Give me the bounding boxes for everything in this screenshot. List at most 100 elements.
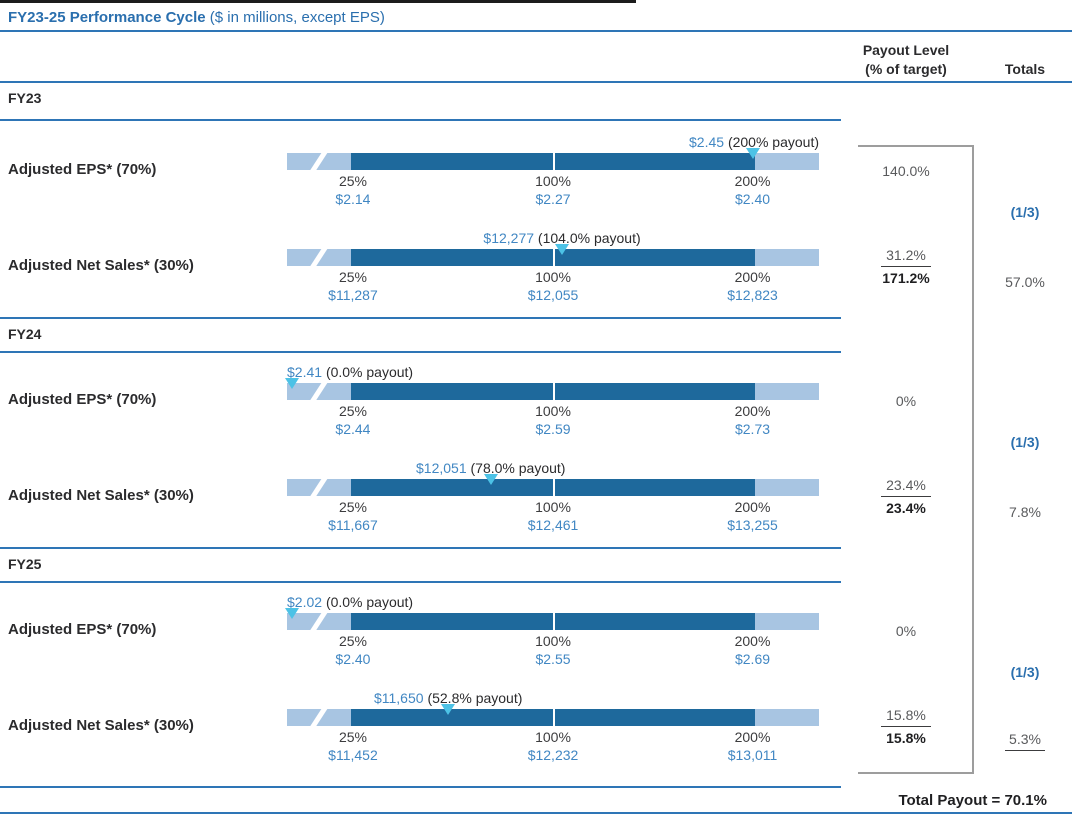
- tick-25-value: $2.44: [335, 421, 371, 437]
- result-label: $12,051 (78.0% payout): [416, 460, 565, 476]
- section-header-fy23: FY23: [8, 90, 42, 106]
- tick-percent-labels: 25% 100% 200%: [287, 403, 819, 420]
- result-note: (200% payout): [727, 134, 819, 150]
- above-max-segment: [755, 249, 819, 266]
- row-label-fy23-eps: Adjusted EPS* (70%): [8, 161, 157, 178]
- result-marker-icon: [483, 474, 498, 485]
- result-marker-icon: [745, 148, 760, 159]
- tick-value-labels: $11,452 $12,232 $13,011: [287, 747, 819, 764]
- tick-value-labels: $2.40 $2.55 $2.69: [287, 651, 819, 668]
- title-rule: [0, 30, 1072, 32]
- payout-sales-value: 23.4%: [881, 477, 931, 497]
- tick-200-label: 200%: [734, 499, 771, 515]
- tick-200-label: 200%: [734, 269, 771, 285]
- result-note: (0.0% payout): [325, 594, 414, 610]
- threshold-to-max-segment: [350, 613, 756, 630]
- payout-scale-bar: [287, 383, 819, 400]
- tick-25-label: 25%: [338, 173, 367, 189]
- tick-percent-labels: 25% 100% 200%: [287, 499, 819, 516]
- metric-row-fy25-eps: $2.02 (0.0% payout) 25% 100% 200% $2.40 …: [284, 594, 819, 670]
- payout-scale-bar: [287, 249, 819, 266]
- below-threshold-segment: [287, 613, 351, 630]
- tick-25-label: 25%: [338, 729, 367, 745]
- tick-200-value: $2.40: [734, 191, 771, 207]
- row-label-fy25-sales: Adjusted Net Sales* (30%): [8, 717, 194, 734]
- tick-200-label: 200%: [734, 729, 771, 745]
- tick-200-label: 200%: [734, 633, 771, 649]
- result-label: $2.45 (200% payout): [689, 134, 819, 150]
- target-tick: [553, 249, 555, 266]
- tick-200-label: 200%: [734, 403, 771, 419]
- total-fy25: 5.3%: [975, 731, 1072, 751]
- result-note: (0.0% payout): [325, 364, 414, 380]
- totals-bracket: [858, 145, 974, 774]
- metric-row-fy24-sales: $12,051 (78.0% payout) 25% 100% 200% $11…: [287, 460, 819, 536]
- total-payout-label: Total Payout = 70.1%: [898, 792, 1047, 809]
- result-value: $2.02: [287, 594, 323, 610]
- tick-100-value: $2.27: [535, 191, 571, 207]
- tick-25-label: 25%: [338, 269, 367, 285]
- row-label-fy24-eps: Adjusted EPS* (70%): [8, 391, 157, 408]
- below-threshold-segment: [287, 709, 351, 726]
- row-label-fy23-sales: Adjusted Net Sales* (30%): [8, 257, 194, 274]
- result-value: $2.45: [689, 134, 725, 150]
- above-max-segment: [755, 479, 819, 496]
- section-header-fy25: FY25: [8, 556, 42, 572]
- column-header-payout-level: Payout Level (% of target): [850, 41, 962, 79]
- result-note: (78.0% payout): [470, 460, 566, 476]
- fy25-divider-bottom: [0, 581, 841, 583]
- result-note: (104.0% payout): [537, 230, 641, 246]
- result-label: $12,277 (104.0% payout): [483, 230, 640, 246]
- result-marker-icon: [284, 378, 299, 389]
- tick-200-value: $2.69: [734, 651, 771, 667]
- tick-200-value: $2.73: [734, 421, 771, 437]
- below-threshold-segment: [287, 249, 351, 266]
- tick-100-value: $2.59: [535, 421, 571, 437]
- threshold-to-max-segment: [350, 153, 756, 170]
- tick-25-value: $2.40: [335, 651, 371, 667]
- target-tick: [553, 479, 555, 496]
- payout-fy25-eps: 0%: [895, 623, 917, 639]
- result-value: $2.41: [287, 364, 323, 380]
- payout-fy24-sales: 23.4% 23.4%: [850, 477, 962, 516]
- below-threshold-segment: [287, 153, 351, 170]
- top-border-line: [0, 0, 636, 3]
- payout-fy24-eps: 0%: [895, 393, 917, 409]
- total-fy24: 7.8%: [1009, 504, 1041, 520]
- metric-row-fy23-sales: $12,277 (104.0% payout) 25% 100% 200% $1…: [287, 230, 819, 306]
- result-value: $12,051: [416, 460, 467, 476]
- above-max-segment: [755, 383, 819, 400]
- title-subtitle: ($ in millions, except EPS): [209, 9, 385, 26]
- fraction-fy24: (1/3): [1010, 434, 1040, 450]
- tick-200-value: $13,255: [727, 517, 778, 533]
- target-tick: [553, 709, 555, 726]
- payout-year-sum: 23.4%: [886, 500, 926, 516]
- tick-percent-labels: 25% 100% 200%: [287, 729, 819, 746]
- tick-percent-labels: 25% 100% 200%: [287, 633, 819, 650]
- payout-fy25-sales: 15.8% 15.8%: [850, 707, 962, 746]
- payout-scale-bar: [287, 153, 819, 170]
- axis-break-slash: [308, 383, 329, 400]
- row-label-fy25-eps: Adjusted EPS* (70%): [8, 621, 157, 638]
- result-value: $12,277: [483, 230, 535, 246]
- tick-value-labels: $2.14 $2.27 $2.40: [287, 191, 819, 208]
- tick-25-value: $2.14: [335, 191, 371, 207]
- target-tick: [553, 613, 555, 630]
- total-fy23: 57.0%: [1005, 274, 1045, 290]
- result-value: $11,650: [373, 690, 424, 706]
- payout-sales-value: 31.2%: [881, 247, 931, 267]
- above-max-segment: [755, 709, 819, 726]
- result-label: $2.02 (0.0% payout): [287, 594, 413, 610]
- page-title: FY23-25 Performance Cycle ($ in millions…: [8, 9, 385, 26]
- result-marker-icon: [555, 244, 570, 255]
- title-main: FY23-25 Performance Cycle: [8, 9, 206, 26]
- tick-100-label: 100%: [535, 403, 571, 419]
- header-rule: [0, 81, 1072, 83]
- tick-percent-labels: 25% 100% 200%: [287, 173, 819, 190]
- footer-divider: [0, 786, 841, 788]
- tick-100-label: 100%: [535, 633, 571, 649]
- tick-value-labels: $11,667 $12,461 $13,255: [287, 517, 819, 534]
- bottom-rule: [0, 812, 1072, 814]
- threshold-to-max-segment: [350, 383, 756, 400]
- payout-level-line1: Payout Level: [862, 42, 950, 58]
